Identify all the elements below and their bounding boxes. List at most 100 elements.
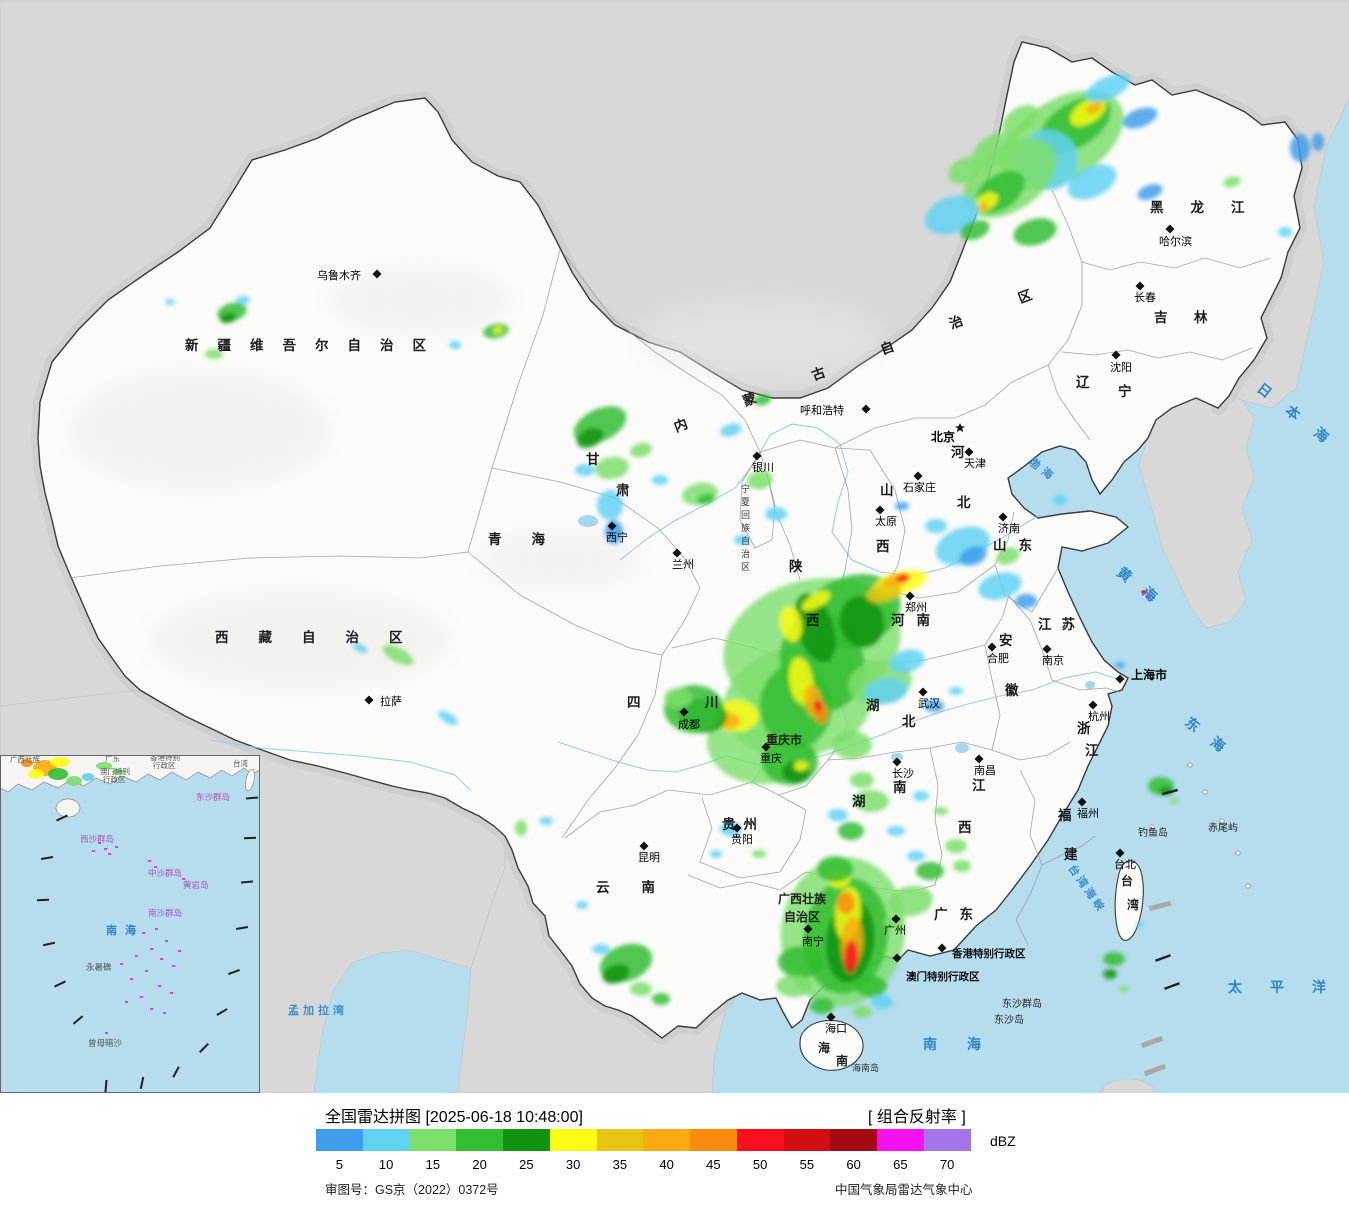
legend-color-swatch: [456, 1129, 503, 1151]
radar-echo: [1141, 590, 1147, 594]
legend-scale-cell: 65: [877, 1129, 924, 1172]
inset-nine-dash-line: [36, 796, 259, 1093]
radar-echo: [720, 423, 742, 437]
city-label: 南昌: [974, 764, 996, 777]
island-label-dongsha: 东沙群岛: [1002, 997, 1042, 1010]
radar-echo: [734, 535, 750, 545]
legend-tick-value: 70: [939, 1157, 955, 1172]
radar-echo: [96, 762, 112, 770]
radar-echo: [592, 944, 610, 954]
province-label-guangdong: 广东: [934, 906, 985, 922]
legend-scale-cell: 10: [362, 1129, 410, 1172]
radar-echo: [1067, 164, 1117, 200]
radar-echo: [853, 790, 889, 812]
city-marker: [1111, 350, 1121, 360]
radar-echo: [852, 1006, 872, 1018]
radar-echo: [1015, 594, 1037, 608]
island-dot: [1187, 762, 1193, 768]
legend-scale-cell: 35: [596, 1129, 644, 1172]
province-label-zhejiang: 江: [1085, 742, 1099, 758]
radar-echo: [778, 946, 824, 978]
inset-label-xisha: 西沙群岛: [80, 834, 114, 844]
province-label-qinghai: 青海: [488, 531, 575, 547]
island-dot: [1219, 818, 1225, 824]
radar-echo: [28, 769, 44, 779]
reflectivity-colorbar: 5 10 15 20 25 30 35 40 45 50 55 60 65 70: [316, 1129, 971, 1172]
city-marker: [1115, 848, 1125, 858]
province-label-shaanxi: 西: [806, 613, 820, 628]
radar-echo: [978, 572, 1022, 600]
radar-echo: [753, 394, 771, 406]
city-marker: [1135, 281, 1145, 291]
city-label: 贵阳: [731, 833, 753, 846]
nine-dash-segment: [139, 1076, 145, 1090]
legend-tick-value: 50: [752, 1157, 768, 1172]
radar-echo-layer: [165, 73, 1324, 1018]
legend-color-swatch: [923, 1129, 971, 1151]
radar-echo: [948, 156, 982, 184]
city-label: 乌鲁木齐: [317, 268, 361, 282]
islet-mark: [92, 850, 95, 852]
legend-scale-cell: 70: [923, 1129, 971, 1172]
legend-color-swatch: [362, 1129, 410, 1151]
legend-tick-value: 25: [519, 1157, 534, 1172]
province-label-shandong: 山东: [993, 537, 1044, 553]
radar-echo: [1115, 662, 1125, 668]
city-label: 重庆: [760, 751, 782, 765]
radar-echo: [112, 769, 124, 775]
legend-scale-cell: 60: [830, 1129, 877, 1172]
legend-color-swatch: [783, 1129, 831, 1151]
legend-color-swatch: [830, 1129, 877, 1151]
legend-tick-value: 5: [335, 1157, 343, 1172]
city-label: 银川: [752, 460, 774, 474]
islet-mark: [163, 1012, 166, 1014]
nine-dash-segment: [199, 1043, 209, 1053]
radar-echo: [855, 975, 887, 997]
foreign-land-luzon: [1101, 1078, 1155, 1093]
city-marker: [1165, 224, 1175, 234]
province-label-jiangxi: 江: [972, 777, 986, 793]
radar-echo: [913, 791, 929, 801]
legend-tick-value: 15: [425, 1157, 441, 1172]
province-label-tibet: 西藏自治区: [215, 629, 433, 645]
radar-echo: [864, 677, 908, 705]
nine-dash-segment: [228, 969, 240, 975]
radar-echo: [1085, 73, 1131, 103]
boundary-dash: [1155, 954, 1171, 962]
radar-echo: [1290, 134, 1310, 162]
radar-echo: [1312, 133, 1324, 151]
islet-mark: [140, 996, 143, 998]
islet-mark: [130, 925, 133, 927]
sea-label-pacific: 太平洋: [1228, 979, 1349, 995]
inset-label-macao: 行政区: [103, 774, 126, 784]
city-label: 南宁: [802, 934, 824, 948]
radar-echo: [996, 547, 1020, 565]
radar-echo: [813, 700, 823, 712]
radar-echo: [889, 885, 933, 917]
radar-echo: [1122, 107, 1158, 129]
radar-echo: [887, 826, 905, 836]
province-label-hunan: 湖: [852, 794, 866, 809]
city-label: 石家庄: [903, 480, 936, 494]
nine-dash-segment: [172, 1066, 180, 1078]
nine-dash-segment: [72, 1015, 84, 1025]
legend-tick-value: 55: [799, 1157, 815, 1172]
region-label-hongkong: 香港特别行政区: [951, 947, 1026, 960]
islet-mark: [105, 1032, 108, 1034]
radar-echo: [959, 546, 987, 566]
nine-dash-segment: [245, 796, 259, 800]
radar-echo: [924, 195, 980, 235]
radar-echo: [832, 731, 872, 759]
taiwan-island: [1114, 860, 1144, 941]
data-source: 中国气象局雷达气象中心: [835, 1183, 973, 1197]
inset-islets: [92, 842, 185, 1034]
island-dot: [1202, 789, 1208, 795]
radar-echo: [925, 519, 947, 533]
inset-taiwan: [245, 768, 255, 792]
radar-echo: [165, 299, 175, 305]
radar-echo: [960, 220, 990, 240]
legend-color-swatch: [877, 1129, 924, 1151]
radar-echo: [630, 442, 652, 458]
province-label-gansu: 甘: [586, 451, 600, 467]
